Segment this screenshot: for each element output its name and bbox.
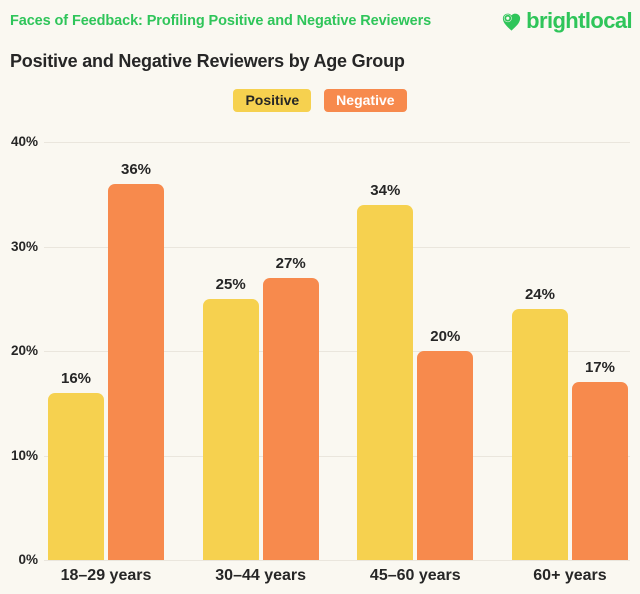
bar-positive: 25% <box>202 276 259 560</box>
value-label: 16% <box>60 369 92 387</box>
category-label: 18–29 years <box>60 567 152 584</box>
bar-group: 16% 36% 18–29 years <box>48 142 164 584</box>
bar-positive: 24% <box>511 286 568 560</box>
plot-area: 16% 36% 18–29 years 25% 27% 30–44 years 34% 20%… <box>48 142 628 584</box>
gridline <box>44 455 630 457</box>
report-title: Faces of Feedback: Profiling Positive an… <box>10 13 432 29</box>
y-axis-tick: 10% <box>10 447 38 463</box>
gridline <box>44 351 630 352</box>
legend-item-negative: Negative <box>324 89 407 113</box>
bar-negative: 27% <box>262 255 319 560</box>
heart-pin-icon <box>500 10 523 33</box>
bar-positive: 16% <box>48 370 104 560</box>
bar-group: 25% 27% 30–44 years <box>202 142 319 584</box>
category-label: 30–44 years <box>215 567 307 584</box>
y-axis-tick: 40% <box>10 134 38 149</box>
category-label: 45–60 years <box>369 567 461 584</box>
bar-negative: 17% <box>571 359 628 560</box>
legend-item-positive: Positive <box>233 89 312 113</box>
gridline <box>44 560 630 561</box>
bar-group: 24% 17% 60+ years <box>511 142 628 584</box>
logo-wordmark: brightlocal <box>526 8 632 33</box>
value-label: 27% <box>275 254 306 272</box>
gridline <box>44 246 630 248</box>
value-label: 20% <box>430 328 461 345</box>
value-label: 24% <box>524 286 555 304</box>
bar-group: 34% 20% 45–60 years <box>357 142 474 584</box>
bar-negative: 20% <box>417 328 474 560</box>
chart-title: Positive and Negative Reviewers by Age G… <box>10 51 405 71</box>
brightlocal-logo: brightlocal <box>500 8 633 34</box>
y-axis-tick: 30% <box>10 238 38 254</box>
value-label: 25% <box>215 275 246 293</box>
value-label: 34% <box>370 181 401 199</box>
value-label: 36% <box>120 160 152 178</box>
gridline <box>44 142 630 143</box>
value-label: 17% <box>584 359 615 377</box>
bar-positive: 34% <box>357 182 414 560</box>
y-axis-tick: 0% <box>18 552 38 567</box>
bar-negative: 36% <box>108 161 164 560</box>
legend: Positive Negative <box>0 89 640 113</box>
category-label: 60+ years <box>533 567 607 584</box>
y-axis-tick: 20% <box>10 343 38 358</box>
